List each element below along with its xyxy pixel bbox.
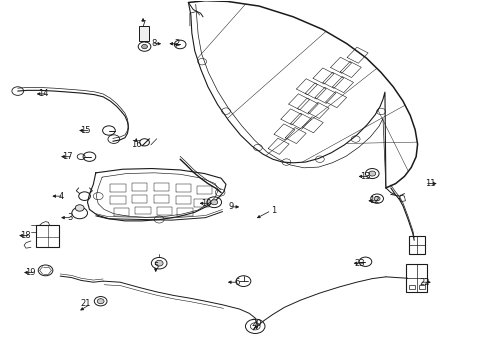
- Circle shape: [75, 205, 84, 211]
- Bar: [36, 225, 59, 247]
- Text: 20: 20: [251, 319, 262, 328]
- Text: 21: 21: [80, 299, 91, 308]
- Text: 13: 13: [359, 172, 369, 181]
- Text: 16: 16: [131, 140, 141, 149]
- Bar: [406, 264, 426, 292]
- Text: 12: 12: [369, 196, 379, 205]
- Text: 15: 15: [80, 126, 91, 135]
- Text: 19: 19: [25, 268, 36, 277]
- Text: 3: 3: [67, 213, 73, 222]
- Circle shape: [155, 260, 163, 266]
- Circle shape: [142, 44, 147, 49]
- Text: 6: 6: [234, 278, 239, 287]
- Text: 5: 5: [153, 262, 158, 271]
- Text: 18: 18: [20, 231, 31, 240]
- Text: 23: 23: [354, 259, 365, 268]
- Text: 9: 9: [228, 202, 234, 211]
- Text: 10: 10: [201, 199, 211, 208]
- Text: 7: 7: [140, 19, 145, 28]
- Circle shape: [373, 197, 379, 201]
- Bar: [408, 236, 424, 253]
- Text: 11: 11: [424, 179, 434, 188]
- Text: 17: 17: [62, 152, 73, 161]
- Text: 2: 2: [175, 39, 180, 48]
- Text: 8: 8: [152, 39, 157, 48]
- Text: 14: 14: [38, 89, 48, 98]
- Circle shape: [210, 200, 217, 205]
- Bar: [139, 26, 149, 41]
- Text: 22: 22: [418, 278, 428, 287]
- Text: 4: 4: [59, 192, 64, 201]
- Circle shape: [97, 299, 104, 304]
- Bar: [408, 285, 414, 289]
- Circle shape: [368, 171, 375, 176]
- Text: 1: 1: [271, 206, 276, 215]
- Bar: [418, 285, 424, 289]
